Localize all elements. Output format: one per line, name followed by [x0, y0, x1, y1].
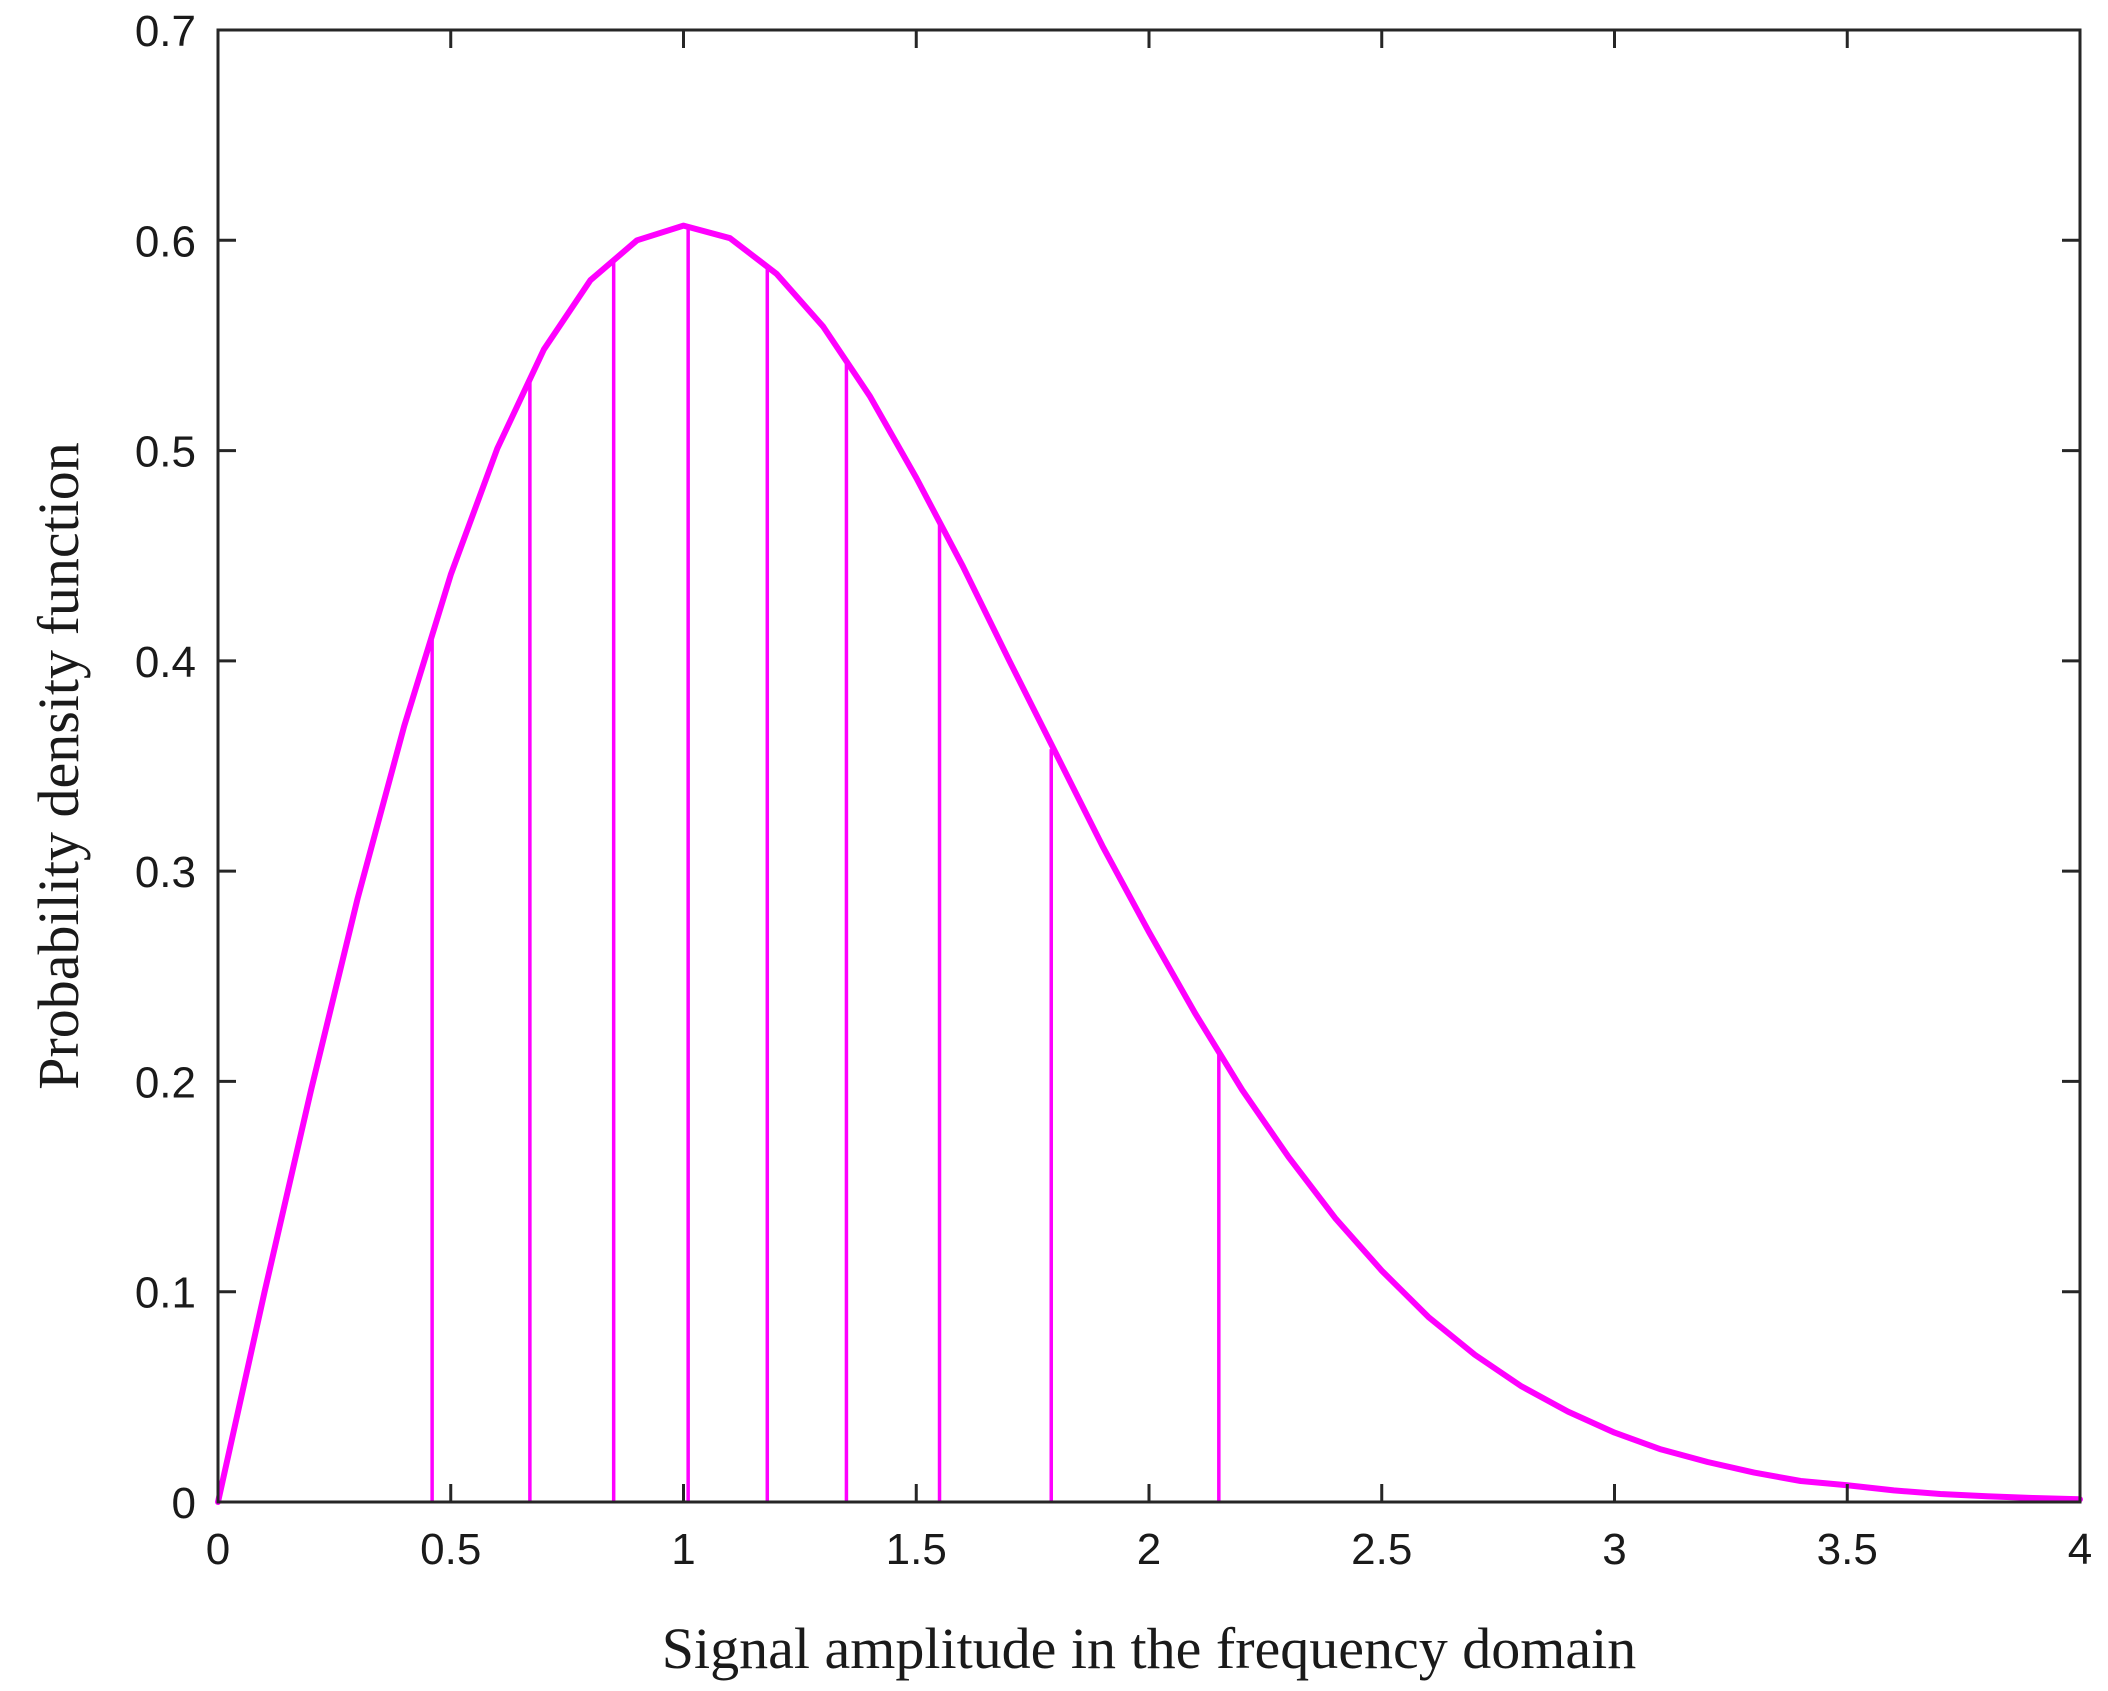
x-tick-label: 1.5: [886, 1525, 947, 1574]
x-tick-label: 3.5: [1817, 1525, 1878, 1574]
x-tick-label: 0.5: [420, 1525, 481, 1574]
x-tick-label: 4: [2068, 1525, 2092, 1574]
stems-layer: [430, 225, 1221, 1502]
x-tick-label: 2: [1137, 1525, 1161, 1574]
y-tick-label: 0.4: [135, 638, 196, 687]
x-tick-label: 3: [1602, 1525, 1626, 1574]
x-axis-title: Signal amplitude in the frequency domain: [662, 1616, 1636, 1681]
pdf-curve: [215, 222, 2083, 1505]
x-tick-label: 0: [206, 1525, 230, 1574]
y-axis: 0 0.1 0.2 0.3 0.4 0.5 0.6 0.7: [135, 7, 2080, 1528]
y-axis-title: Probability density function: [26, 442, 91, 1090]
plot-area: [218, 30, 2080, 1502]
y-tick-label: 0: [172, 1479, 196, 1528]
x-tick-label: 1: [671, 1525, 695, 1574]
y-tick-label: 0.6: [135, 217, 196, 266]
y-tick-label: 0.7: [135, 7, 196, 56]
y-tick-label: 0.1: [135, 1269, 196, 1318]
y-tick-label: 0.5: [135, 428, 196, 477]
x-tick-label: 2.5: [1351, 1525, 1412, 1574]
x-axis: 0 0.5 1 1.5 2 2.5 3 3.5 4: [206, 30, 2092, 1574]
y-tick-label: 0.2: [135, 1058, 196, 1107]
y-tick-label: 0.3: [135, 848, 196, 897]
